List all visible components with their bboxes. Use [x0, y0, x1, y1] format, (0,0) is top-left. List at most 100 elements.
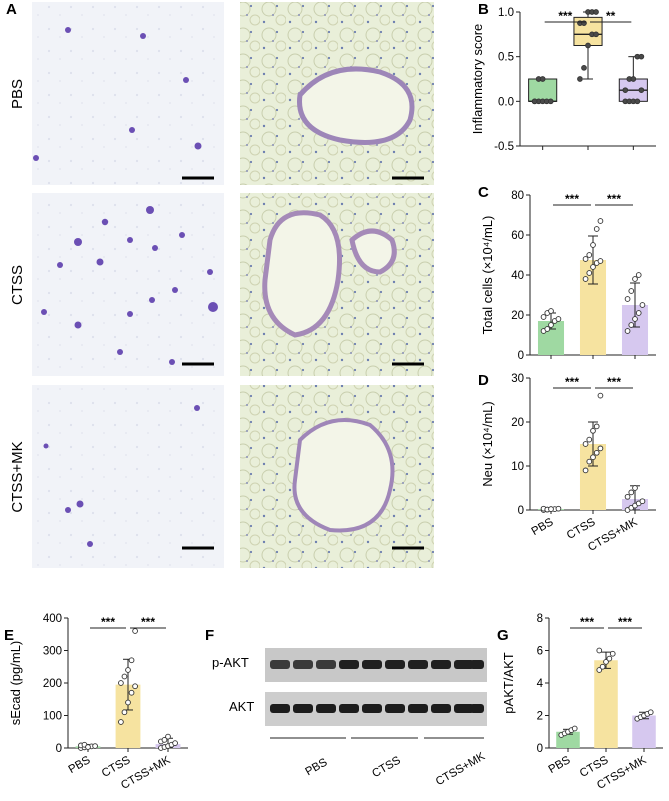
- y-tick-label: 300: [43, 646, 62, 658]
- data-point: [593, 31, 599, 38]
- data-point: [548, 322, 554, 328]
- data-point: [128, 657, 135, 664]
- band-akt: [362, 704, 382, 713]
- airway-pbs: [297, 66, 415, 145]
- data-point: [132, 683, 138, 690]
- data-point: [638, 87, 645, 94]
- y-tick-label: 0: [537, 743, 543, 755]
- panel-c-label: C: [478, 184, 489, 201]
- panel-b-label: B: [478, 1, 489, 18]
- band-pakt: [316, 660, 336, 669]
- significance-label: ***: [565, 375, 579, 389]
- data-point: [547, 98, 554, 105]
- band-pakt: [270, 660, 290, 669]
- data-point: [586, 458, 593, 465]
- data-point: [628, 288, 635, 294]
- y-tick-label: 10: [511, 461, 524, 473]
- y-tick-label: 20: [511, 310, 524, 322]
- y-axis-label: sEcad (pg/mL): [8, 641, 23, 726]
- significance-label: ***: [580, 615, 594, 629]
- band-pakt: [408, 660, 428, 669]
- bar: [632, 715, 656, 748]
- data-point: [581, 64, 587, 71]
- band-label-akt: AKT: [229, 699, 254, 714]
- data-point: [577, 76, 583, 82]
- data-point: [555, 316, 562, 322]
- y-tick-label: 0.5: [498, 52, 514, 64]
- row-label-ctssmk: CTSS+MK: [9, 441, 26, 512]
- data-point: [582, 467, 589, 474]
- data-point: [590, 242, 596, 248]
- data-point: [540, 314, 547, 320]
- band-pakt: [293, 660, 313, 669]
- cytospin-cells: [33, 27, 218, 547]
- band-akt: [339, 704, 359, 713]
- significance-label: ***: [607, 375, 621, 389]
- band-pakt: [454, 660, 474, 669]
- scale-bars: [182, 176, 424, 550]
- box: [528, 78, 558, 102]
- band-pakt: [362, 660, 382, 669]
- data-point: [125, 699, 131, 706]
- significance-label: ***: [607, 192, 621, 206]
- data-point: [597, 445, 604, 452]
- x-tick-label: PBS: [547, 754, 573, 776]
- data-point: [628, 489, 635, 496]
- data-point: [585, 42, 591, 49]
- panel-a-grid: PBS CTSS CTSS+MK: [9, 2, 434, 568]
- blot-group-ctssmk: CTSS+MK: [434, 750, 488, 788]
- band-akt: [408, 704, 428, 713]
- data-point: [593, 9, 599, 15]
- y-tick-label: 400: [43, 613, 62, 625]
- airway-ctssmk: [292, 418, 395, 533]
- x-tick-label: CTSS: [565, 516, 598, 542]
- data-point: [632, 276, 638, 282]
- significance-label: **: [606, 9, 616, 23]
- band-akt: [431, 704, 451, 713]
- data-point: [624, 493, 631, 500]
- data-point: [165, 733, 171, 740]
- significance-label: ***: [101, 615, 115, 629]
- y-tick-label: 1.0: [498, 7, 514, 19]
- data-point: [590, 454, 596, 461]
- data-point: [571, 725, 578, 732]
- data-point: [586, 436, 593, 443]
- data-point: [624, 328, 631, 334]
- row-label-ctss: CTSS: [9, 265, 26, 305]
- data-point: [632, 316, 638, 322]
- data-point: [632, 485, 638, 491]
- cytospin-ctssmk: [32, 385, 224, 568]
- data-point: [596, 647, 603, 654]
- data-point: [628, 322, 635, 328]
- data-point: [639, 498, 646, 505]
- data-point: [609, 650, 616, 657]
- band-pakt: [385, 660, 405, 669]
- band-akt: [454, 704, 474, 713]
- band-akt: [470, 704, 484, 713]
- data-point: [548, 506, 554, 512]
- data-point: [593, 449, 600, 456]
- band-akt: [270, 704, 290, 713]
- data-point: [581, 20, 587, 27]
- data-point: [599, 663, 606, 670]
- data-point: [121, 709, 128, 716]
- data-point: [582, 256, 589, 262]
- data-point: [118, 680, 124, 686]
- y-axis-label: Inflammatory score: [470, 24, 485, 135]
- bar: [594, 660, 618, 748]
- data-point: [634, 98, 641, 105]
- x-tick-label: PBS: [67, 754, 93, 776]
- data-point: [593, 226, 600, 232]
- data-point: [125, 667, 131, 673]
- y-tick-label: 0: [518, 505, 524, 517]
- significance-label: ***: [618, 615, 632, 629]
- y-tick-label: 2: [537, 711, 543, 723]
- y-tick-label: 100: [43, 711, 62, 723]
- airway-ctss-2: [349, 228, 397, 275]
- blot-group-ctss: CTSS: [370, 754, 403, 780]
- data-point: [630, 76, 637, 82]
- panel-g-label: G: [497, 627, 509, 644]
- data-point: [161, 737, 168, 743]
- panel-e-label: E: [4, 627, 14, 644]
